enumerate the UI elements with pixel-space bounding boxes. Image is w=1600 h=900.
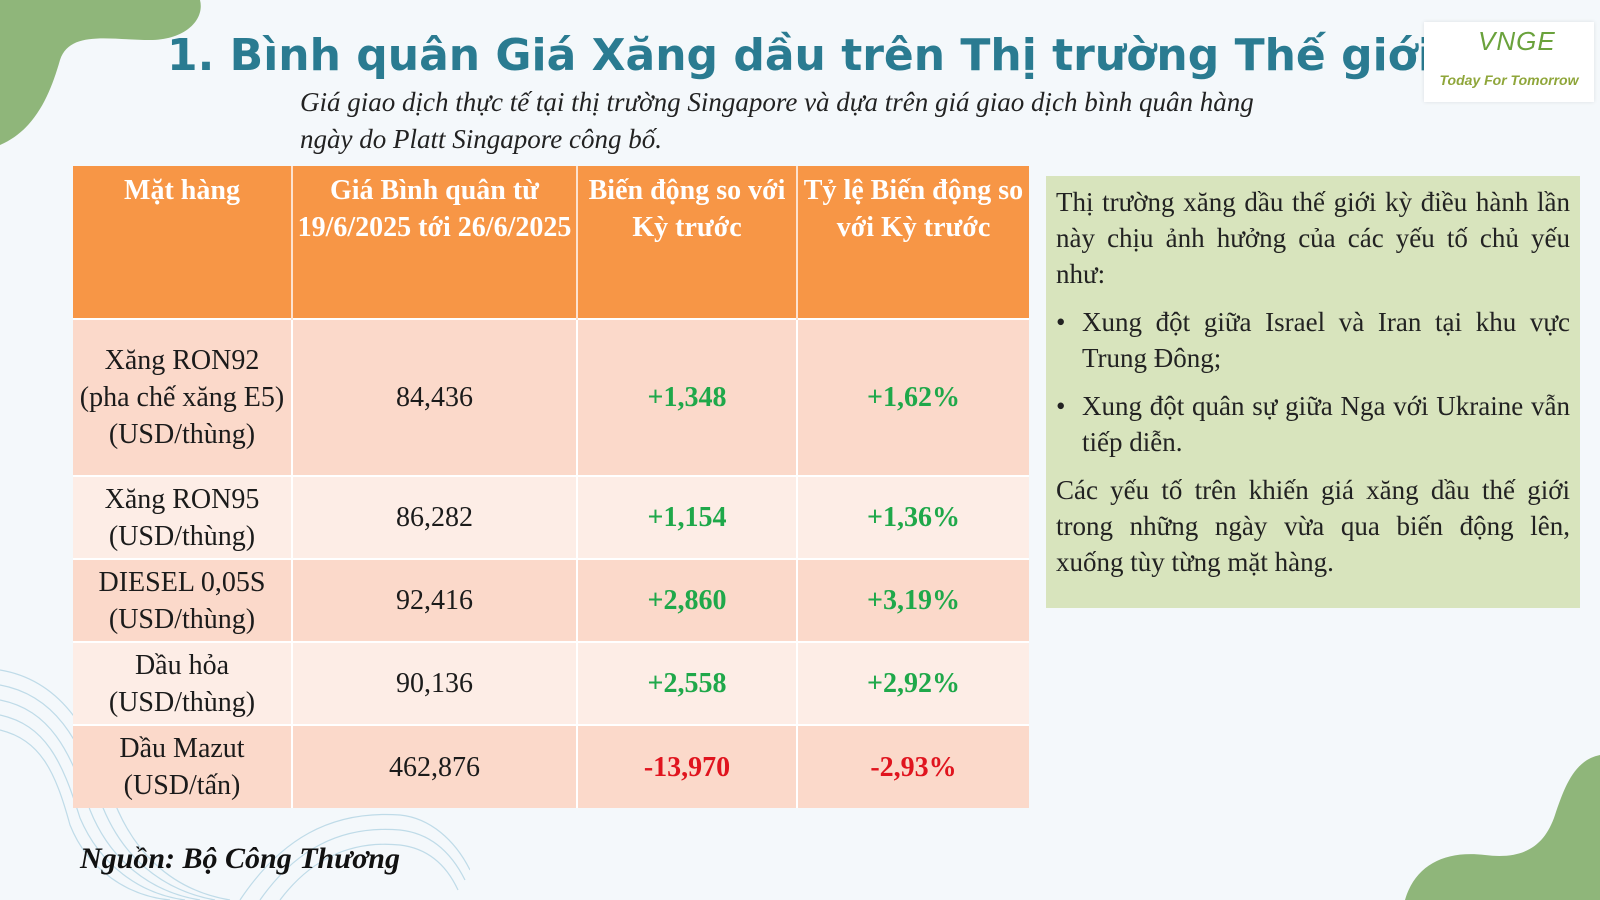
logo-tagline: Today For Tomorrow xyxy=(1439,72,1579,88)
table-row: DIESEL 0,05S (USD/thùng) 92,416 +2,860 +… xyxy=(73,558,1029,642)
table-row: Xăng RON95 (USD/thùng) 86,282 +1,154 +1,… xyxy=(73,475,1029,559)
page-subtitle: Giá giao dịch thực tế tại thị trường Sin… xyxy=(300,87,1254,154)
avg-price-cell: 92,416 xyxy=(292,558,578,642)
item-cell: Xăng RON95 (USD/thùng) xyxy=(73,475,293,559)
company-logo: VNGE Today For Tomorrow xyxy=(1424,22,1594,102)
logo-brand: VNGE xyxy=(1478,26,1556,56)
commentary-bullets: • Xung đột giữa Israel và Iran tại khu vự… xyxy=(1056,304,1570,460)
change-cell: +1,154 xyxy=(577,475,798,559)
change-cell: +2,558 xyxy=(577,641,798,725)
avg-price-cell: 86,282 xyxy=(292,475,578,559)
avg-price-cell: 90,136 xyxy=(292,641,578,725)
change-pct-cell: +3,19% xyxy=(797,558,1029,642)
green-blob-bottom-right xyxy=(1405,755,1600,900)
bullet-item: • Xung đột quân sự giữa Nga với Ukraine v… xyxy=(1056,388,1570,460)
commentary-conclusion: Các yếu tố trên khiến giá xăng dầu thế g… xyxy=(1056,475,1570,577)
header-change: Biến động so với Kỳ trước xyxy=(577,166,798,319)
bullet-icon: • xyxy=(1056,391,1066,421)
table-row: Dầu Mazut (USD/tấn) 462,876 -13,970 -2,9… xyxy=(73,724,1029,808)
bullet-text: Xung đột quân sự giữa Nga với Ukraine vẫ… xyxy=(1082,391,1570,457)
header-avg-price: Giá Bình quân từ 19/6/2025 tới 26/6/2025 xyxy=(292,166,578,319)
bullet-text: Xung đột giữa Israel và Iran tại khu vực… xyxy=(1082,307,1570,373)
avg-price-cell: 84,436 xyxy=(292,318,578,476)
change-cell: +1,348 xyxy=(577,318,798,476)
item-cell: Xăng RON92 (pha chế xăng E5) (USD/thùng) xyxy=(73,318,293,476)
page-title: 1. Bình quân Giá Xăng dầu trên Thị trườn… xyxy=(167,30,1433,81)
bullet-item: • Xung đột giữa Israel và Iran tại khu vự… xyxy=(1056,304,1570,376)
change-cell: -13,970 xyxy=(577,724,798,808)
table-row: Dầu hỏa (USD/thùng) 90,136 +2,558 +2,92% xyxy=(73,641,1029,725)
commentary-intro: Thị trường xăng dầu thế giới kỳ điều hàn… xyxy=(1056,187,1570,289)
commentary-box: Thị trường xăng dầu thế giới kỳ điều hàn… xyxy=(1046,176,1580,608)
bullet-icon: • xyxy=(1056,307,1066,337)
change-pct-cell: -2,93% xyxy=(797,724,1029,808)
change-pct-cell: +2,92% xyxy=(797,641,1029,725)
table-row: Xăng RON92 (pha chế xăng E5) (USD/thùng)… xyxy=(73,318,1029,476)
change-pct-cell: +1,36% xyxy=(797,475,1029,559)
header-change-pct: Tỷ lệ Biến động so với Kỳ trước xyxy=(797,166,1029,319)
table-header-row: Mặt hàng Giá Bình quân từ 19/6/2025 tới … xyxy=(73,166,1029,319)
item-cell: Dầu Mazut (USD/tấn) xyxy=(73,724,293,808)
change-pct-cell: +1,62% xyxy=(797,318,1029,476)
header-item: Mặt hàng xyxy=(73,166,293,319)
item-cell: DIESEL 0,05S (USD/thùng) xyxy=(73,558,293,642)
avg-price-cell: 462,876 xyxy=(292,724,578,808)
price-table: Mặt hàng Giá Bình quân từ 19/6/2025 tới … xyxy=(73,166,1029,808)
item-cell: Dầu hỏa (USD/thùng) xyxy=(73,641,293,725)
source-note: Nguồn: Bộ Công Thương xyxy=(80,842,400,875)
change-cell: +2,860 xyxy=(577,558,798,642)
green-blob-top-left xyxy=(0,0,201,145)
